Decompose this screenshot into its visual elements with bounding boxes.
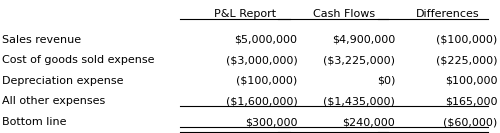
Text: Cash Flows: Cash Flows	[313, 9, 375, 19]
Text: $4,900,000: $4,900,000	[332, 35, 395, 45]
Text: ($100,000): ($100,000)	[236, 76, 298, 86]
Text: Cost of goods sold expense: Cost of goods sold expense	[2, 55, 155, 65]
Text: ($3,000,000): ($3,000,000)	[226, 55, 298, 65]
Text: ($1,435,000): ($1,435,000)	[323, 96, 395, 106]
Text: $0): $0)	[376, 76, 395, 86]
Text: ($60,000): ($60,000)	[444, 117, 498, 127]
Text: Differences: Differences	[416, 9, 480, 19]
Text: ($100,000): ($100,000)	[436, 35, 498, 45]
Text: Bottom line: Bottom line	[2, 117, 67, 127]
Text: All other expenses: All other expenses	[2, 96, 106, 106]
Text: $100,000: $100,000	[445, 76, 498, 86]
Text: Sales revenue: Sales revenue	[2, 35, 82, 45]
Text: $240,000: $240,000	[342, 117, 395, 127]
Text: $300,000: $300,000	[245, 117, 298, 127]
Text: ($3,225,000): ($3,225,000)	[323, 55, 395, 65]
Text: ($225,000): ($225,000)	[436, 55, 498, 65]
Text: P&L Report: P&L Report	[214, 9, 276, 19]
Text: $165,000: $165,000	[445, 96, 498, 106]
Text: Depreciation expense: Depreciation expense	[2, 76, 124, 86]
Text: ($1,600,000): ($1,600,000)	[226, 96, 298, 106]
Text: $5,000,000: $5,000,000	[234, 35, 298, 45]
